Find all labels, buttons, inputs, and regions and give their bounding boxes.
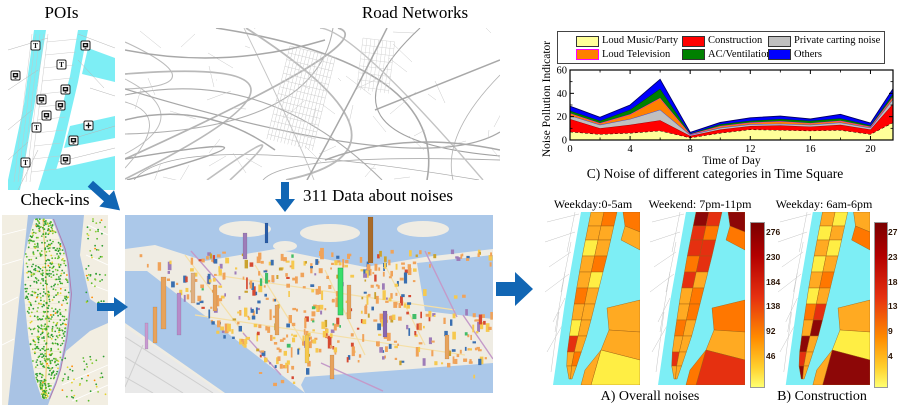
legend-label: AC/Ventilation (708, 48, 772, 60)
heatmap-overall-night (545, 212, 640, 385)
screen-poi-icon (55, 100, 66, 111)
legend-label: Loud Television (602, 48, 671, 60)
svg-text:T: T (33, 41, 38, 50)
checkins-map (2, 215, 108, 405)
legend-swatch (682, 49, 705, 60)
legend-swatch (768, 49, 791, 60)
colorbar-construction (874, 222, 888, 388)
area-series (570, 96, 893, 135)
road-networks-title: Road Networks (361, 3, 469, 22)
colorbar-overall-ticks: 276 230 184 138 92 46 (766, 222, 792, 386)
screen-poi-icon (60, 154, 71, 165)
legend-swatch (576, 35, 599, 47)
screen-poi-icon (10, 70, 21, 81)
svg-text:16: 16 (805, 144, 816, 155)
caption-construction: B) Construction (777, 389, 867, 404)
heatmap-overall-weekend (650, 212, 745, 385)
svg-text:8: 8 (688, 144, 693, 155)
legend-item: Others (768, 49, 822, 61)
svg-text:20: 20 (557, 112, 567, 123)
legend-swatch (768, 35, 791, 47)
transit-poi-icon: T (30, 40, 41, 51)
colorbar-tick-label: 9 (888, 326, 893, 337)
screen-poi-icon (60, 84, 71, 95)
svg-text:40: 40 (557, 89, 567, 100)
noise-3d-map (125, 215, 493, 393)
water-area (44, 156, 115, 190)
water-area (8, 30, 46, 190)
arrow-checkins-to-map (97, 297, 128, 317)
legend-item: Loud Television (576, 49, 670, 61)
checkins-title: Check-ins (20, 190, 90, 209)
arrow-pois-to-map (82, 174, 129, 220)
screen-poi-icon (68, 135, 79, 146)
legend-label: Private carting noise (794, 35, 881, 46)
legend-swatch (576, 49, 599, 60)
legend-label: Construction (708, 35, 763, 46)
legend-label: Loud Music/Party (602, 35, 679, 46)
transit-poi-icon: T (56, 59, 67, 70)
colorbar-tick-label: 23 (888, 251, 898, 262)
colorbar-tick-label: 184 (766, 276, 781, 287)
tall-green-bar (337, 267, 344, 316)
area-series (570, 122, 893, 140)
chart-x-axis-label: Time of Day (702, 155, 761, 167)
colorbar-overall (750, 222, 765, 388)
transit-poi-icon: T (31, 122, 42, 133)
heatmap-label-weekday-0-5am: Weekday:0-5am (553, 197, 633, 211)
colorbar-construction-ticks: 27 23 18 13 9 4 (888, 222, 898, 386)
road-network-map (125, 28, 500, 180)
colorbar-tick-label: 27 (888, 227, 898, 237)
svg-text:20: 20 (865, 144, 876, 155)
svg-text:60: 60 (557, 66, 567, 77)
svg-text:4: 4 (627, 144, 633, 155)
legend-item: Construction (682, 35, 762, 47)
colorbar-tick-label: 4 (888, 351, 893, 361)
svg-text:T: T (23, 158, 28, 167)
caption-overall-noises: A) Overall noises (600, 389, 700, 404)
transit-poi-icon: T (20, 157, 31, 168)
noise-category-chart: 0 4 8 12 16 20 0 20 40 60 Time of Day (557, 66, 894, 167)
screen-poi-icon (80, 40, 91, 51)
area-series (570, 88, 893, 135)
plus-poi-icon (83, 120, 94, 131)
screen-poi-icon (41, 110, 52, 121)
colorbar-tick-label: 230 (766, 251, 781, 262)
legend-item: Private carting noise (768, 35, 880, 47)
legend-label: Others (794, 48, 822, 60)
colorbar-tick-label: 18 (888, 276, 898, 287)
area-series (570, 103, 893, 138)
colorbar-tick-label: 13 (888, 301, 898, 312)
pois-map: T T T T (8, 30, 115, 190)
arrow-map-to-results (496, 272, 533, 306)
colorbar-tick-label: 138 (766, 301, 781, 312)
legend-item: Loud Music/Party (576, 35, 678, 47)
colorbar-tick-label: 46 (766, 351, 776, 361)
heatmap-construction-day (778, 212, 870, 385)
svg-text:T: T (59, 60, 64, 69)
svg-text:0: 0 (567, 144, 572, 155)
chart-caption: C) Noise of different categories in Time… (586, 166, 844, 181)
area-series (570, 79, 893, 134)
noise-311-label: 311 Data about noises (303, 186, 453, 205)
chart-legend: Loud Music/Party Construction Private cart… (557, 31, 885, 64)
heatmap-label-weekday-6am-6pm: Weekday: 6am-6pm (775, 197, 873, 211)
chart-y-axis-label: Noise Pollution Indicator (541, 40, 553, 158)
screen-poi-icon (36, 94, 47, 105)
arrow-roads-to-map (275, 182, 295, 212)
colorbar-tick-label: 276 (766, 227, 781, 237)
legend-swatch (682, 35, 705, 47)
svg-text:T: T (34, 123, 39, 132)
heatmap-label-weekend-7pm-11pm: Weekend: 7pm-11pm (648, 197, 752, 211)
pois-title: POIs (44, 3, 79, 22)
legend-item: AC/Ventilation (682, 49, 772, 61)
svg-text:12: 12 (745, 144, 756, 155)
svg-text:0: 0 (562, 136, 567, 147)
colorbar-tick-label: 92 (766, 326, 776, 337)
